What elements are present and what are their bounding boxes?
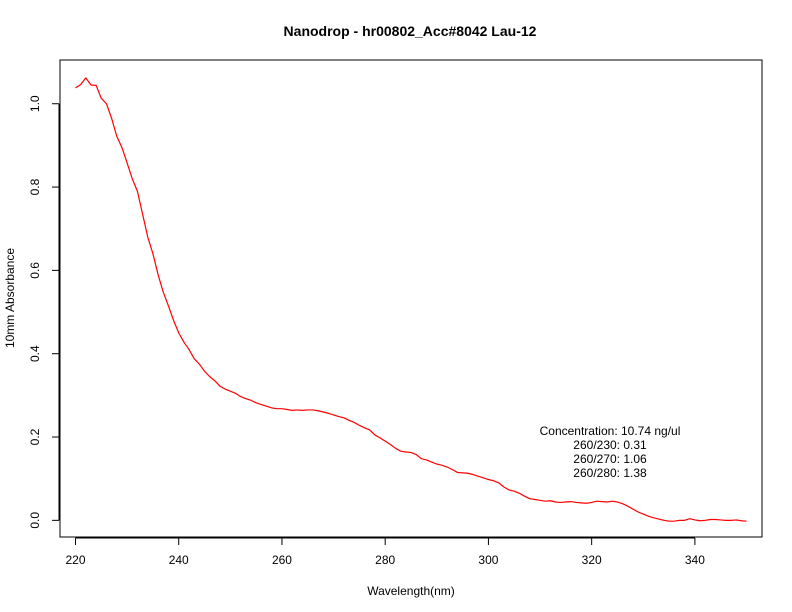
x-tick-label: 300	[478, 553, 498, 567]
x-tick-label: 260	[272, 553, 292, 567]
chart-title: Nanodrop - hr00802_Acc#8042 Lau-12	[284, 23, 537, 39]
x-axis-title: Wavelength(nm)	[367, 584, 455, 598]
x-tick-label: 340	[685, 553, 705, 567]
x-axis: 220 240 260 280 300 320 340	[65, 537, 705, 567]
annotation-block: Concentration: 10.74 ng/ul 260/230: 0.31…	[540, 424, 681, 480]
y-tick-label: 0.6	[28, 262, 42, 279]
series-layer	[75, 77, 747, 522]
y-tick-label: 0.8	[28, 178, 42, 195]
y-axis-title: 10mm Absorbance	[3, 248, 17, 348]
annotation-ratio-260-280: 260/280: 1.38	[573, 466, 647, 480]
x-tick-label: 280	[375, 553, 395, 567]
y-tick-label: 0.4	[28, 345, 42, 362]
absorbance-series-line	[75, 77, 747, 522]
y-axis: 0.0 0.2 0.4 0.6 0.8 1.0	[28, 95, 60, 529]
annotation-ratio-260-270: 260/270: 1.06	[573, 452, 647, 466]
y-tick-label: 0.0	[28, 512, 42, 529]
x-tick-label: 320	[582, 553, 602, 567]
y-tick-label: 1.0	[28, 95, 42, 112]
x-tick-label: 240	[169, 553, 189, 567]
annotation-ratio-260-230: 260/230: 0.31	[573, 438, 647, 452]
annotation-concentration: Concentration: 10.74 ng/ul	[540, 424, 681, 438]
plot-frame	[59, 59, 763, 538]
x-tick-label: 220	[65, 553, 85, 567]
y-tick-label: 0.2	[28, 428, 42, 445]
